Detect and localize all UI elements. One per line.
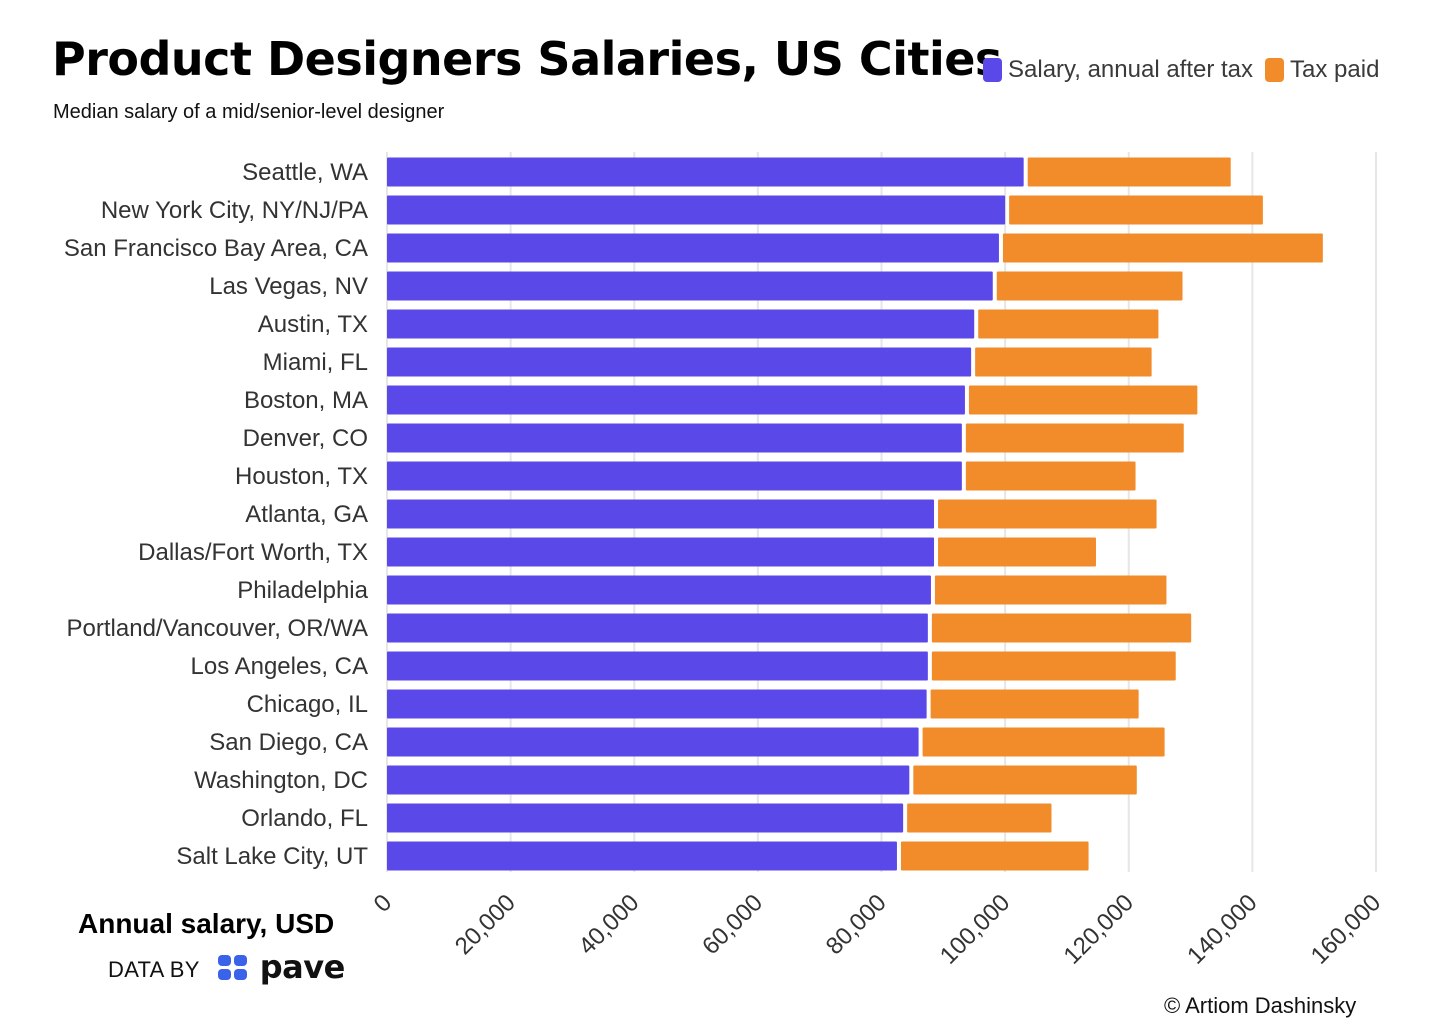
bar-tax xyxy=(965,423,1184,453)
bar-salary xyxy=(387,461,962,491)
bar-tax xyxy=(913,765,1137,795)
category-label: Las Vegas, NV xyxy=(209,273,368,300)
legend-label-salary: Salary, annual after tax xyxy=(1008,56,1254,83)
bar-salary xyxy=(387,575,931,605)
legend-swatch-tax xyxy=(1265,58,1285,82)
bar-salary xyxy=(387,309,975,339)
category-label: Orlando, FL xyxy=(241,805,368,832)
category-label: San Diego, CA xyxy=(209,729,368,756)
category-label: Denver, CO xyxy=(243,425,368,452)
x-tick-label: 140,000 xyxy=(1182,889,1262,969)
bar-salary xyxy=(387,385,965,415)
pave-logo-icon xyxy=(217,954,248,986)
bar-tax xyxy=(938,537,1096,567)
category-label: Boston, MA xyxy=(244,387,368,414)
legend-item-tax: Tax paid xyxy=(1265,56,1379,84)
category-label: Portland/Vancouver, OR/WA xyxy=(67,615,368,642)
bar-tax xyxy=(965,461,1136,491)
legend-swatch-salary xyxy=(983,58,1002,82)
category-label: Miami, FL xyxy=(263,349,368,376)
x-tick-label: 160,000 xyxy=(1306,889,1386,969)
bar-tax xyxy=(975,347,1152,377)
x-tick-label: 20,000 xyxy=(450,889,521,960)
x-tick-label: 100,000 xyxy=(935,889,1015,969)
x-tick-label: 120,000 xyxy=(1059,889,1139,969)
category-label: Dallas/Fort Worth, TX xyxy=(138,539,368,566)
bar-tax xyxy=(900,841,1089,871)
bar-tax xyxy=(1027,157,1231,187)
bar-tax xyxy=(907,803,1052,833)
legend: Salary, annual after tax Tax paid xyxy=(983,56,1379,84)
bar-salary xyxy=(387,727,919,757)
data-source: DATA BY pave xyxy=(108,948,345,986)
bar-tax xyxy=(1002,233,1323,263)
bar-tax xyxy=(931,613,1192,643)
legend-label-tax: Tax paid xyxy=(1290,56,1380,83)
bar-tax xyxy=(930,689,1139,719)
legend-item-salary: Salary, annual after tax xyxy=(983,56,1253,84)
bar-salary xyxy=(387,195,1006,225)
x-tick-label: 0 xyxy=(369,889,398,918)
bar-salary xyxy=(387,613,928,643)
x-axis-title: Annual salary, USD xyxy=(78,908,335,939)
pave-logo-wordmark: pave xyxy=(259,948,346,986)
category-label: Austin, TX xyxy=(258,311,368,338)
source-prefix: DATA BY xyxy=(108,957,200,982)
category-label: Seattle, WA xyxy=(242,159,368,186)
bar-salary xyxy=(387,271,993,301)
category-label: Los Angeles, CA xyxy=(191,653,368,680)
bar-salary xyxy=(387,765,910,795)
category-label: Houston, TX xyxy=(235,463,368,490)
bar-salary xyxy=(387,689,927,719)
x-tick-label: 80,000 xyxy=(821,889,892,960)
category-label: Chicago, IL xyxy=(247,691,368,718)
category-label-layer: Seattle, WA New York City, NY/NJ/PA San Fr… xyxy=(64,159,369,870)
bar-tax xyxy=(1009,195,1263,225)
bar-salary xyxy=(387,537,935,567)
bar-salary xyxy=(387,233,999,263)
bar-tax xyxy=(931,651,1176,681)
bar-salary xyxy=(387,651,928,681)
category-label: Salt Lake City, UT xyxy=(176,843,368,870)
chart-subtitle: Median salary of a mid/senior-level desi… xyxy=(53,101,445,123)
bar-salary xyxy=(387,803,904,833)
chart-title: Product Designers Salaries, US Cities xyxy=(52,32,1002,86)
bar-tax xyxy=(934,575,1167,605)
bar-tax xyxy=(938,499,1157,529)
category-label: San Francisco Bay Area, CA xyxy=(64,235,368,262)
x-tick-label: 40,000 xyxy=(573,889,644,960)
bar-tax xyxy=(996,271,1183,301)
category-label: Philadelphia xyxy=(237,577,368,604)
bar-tax xyxy=(978,309,1159,339)
category-label: New York City, NY/NJ/PA xyxy=(101,197,368,224)
bar-tax xyxy=(968,385,1198,415)
category-label: Atlanta, GA xyxy=(245,501,368,528)
category-label: Washington, DC xyxy=(194,767,368,794)
bar-salary xyxy=(387,841,897,871)
bar-salary xyxy=(387,347,972,377)
author-credit: © Artiom Dashinsky xyxy=(1164,993,1357,1018)
x-tick-label: 60,000 xyxy=(697,889,768,960)
bar-salary xyxy=(387,157,1024,187)
tick-layer: 0 20,000 40,000 60,000 80,000 100,000 120,000 1… xyxy=(369,889,1387,969)
bar-layer xyxy=(387,157,1323,871)
bar-tax xyxy=(922,727,1165,757)
bar-salary xyxy=(387,423,962,453)
bar-salary xyxy=(387,499,935,529)
